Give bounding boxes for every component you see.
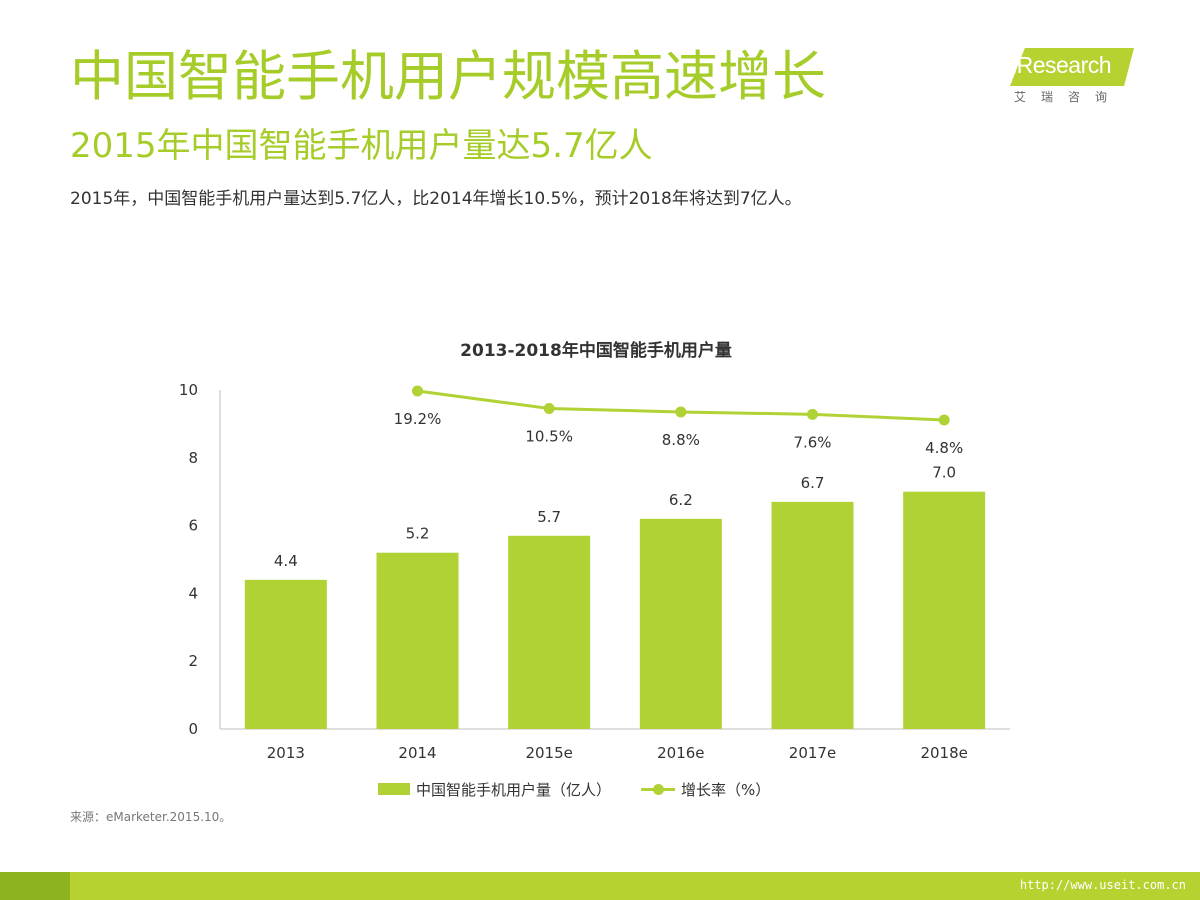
legend-bar-swatch [378, 783, 410, 795]
legend-line-label: 增长率（%） [681, 780, 771, 799]
chart-legend: 中国智能手机用户量（亿人） 增长率（%） [378, 776, 770, 802]
bar-value-label: 4.4 [274, 552, 298, 570]
growth-point [807, 408, 818, 420]
logo-band [1010, 48, 1134, 86]
logo-subtitle: 艾瑞咨询 [1014, 90, 1123, 104]
bar-value-label: 6.7 [801, 474, 825, 492]
page-subtitle: 2015年中国智能手机用户量达5.7亿人 [70, 126, 653, 166]
growth-point [675, 406, 687, 418]
growth-value-label: 4.8% [925, 439, 963, 457]
bar [508, 535, 591, 729]
bar [244, 579, 327, 729]
bar [639, 518, 722, 729]
growth-point [938, 414, 950, 426]
bar [376, 552, 459, 729]
chart-title: 2013-2018年中国智能手机用户量 [460, 340, 732, 361]
logo-text: iResearch [1012, 52, 1112, 78]
iresearch-logo: iResearch 艾瑞咨询 [1004, 44, 1136, 106]
y-tick-label: 2 [188, 652, 198, 670]
footer-accent [0, 872, 70, 900]
page-title: 中国智能手机用户规模高速增长 [70, 45, 826, 108]
footer-url: http://www.useit.com.cn [1019, 878, 1186, 892]
growth-value-label: 19.2% [394, 410, 442, 428]
growth-point [543, 403, 555, 415]
growth-value-label: 8.8% [662, 431, 700, 449]
growth-value-label: 7.6% [793, 433, 831, 451]
page-description: 2015年，中国智能手机用户量达到5.7亿人，比2014年增长10.5%，预计2… [70, 189, 802, 209]
bar [771, 501, 854, 729]
chart-axes: 0 2 4 6 8 10 [179, 381, 1010, 738]
x-tick-label: 2018e [920, 744, 967, 762]
y-tick-label: 0 [188, 720, 198, 738]
y-tick-label: 4 [188, 584, 198, 602]
x-tick-label: 2016e [657, 744, 704, 762]
bar-value-label: 6.2 [669, 491, 693, 509]
bar-value-label: 5.2 [406, 525, 430, 543]
x-tick-label: 2017e [789, 744, 836, 762]
y-tick-label: 8 [188, 449, 198, 467]
x-tick-label: 2014 [398, 744, 436, 762]
x-tick-label: 2013 [267, 744, 305, 762]
chart-growth-line: 19.2% 10.5% 8.8% 7.6% 4.8% [394, 385, 963, 457]
chart-bars: 4.4 2013 5.2 2014 5.7 2015e 6.2 2016e 6.7 2017e 7.… [244, 464, 986, 762]
bar-value-label: 7.0 [932, 464, 956, 482]
y-tick-label: 10 [179, 381, 198, 399]
growth-value-label: 10.5% [525, 428, 573, 446]
x-tick-label: 2015e [525, 744, 572, 762]
y-tick-label: 6 [188, 517, 198, 535]
footer-band [0, 872, 1200, 900]
source-note: 来源：eMarketer.2015.10。 [70, 810, 232, 824]
legend-bar-label: 中国智能手机用户量（亿人） [416, 780, 612, 799]
bar-value-label: 5.7 [537, 508, 561, 526]
smartphone-users-chart: 2013-2018年中国智能手机用户量 0 2 4 6 8 10 4.4 2013 5.2 20… [179, 340, 1010, 762]
legend-line-swatch [641, 783, 676, 795]
bar [903, 491, 986, 729]
growth-point [412, 385, 423, 397]
